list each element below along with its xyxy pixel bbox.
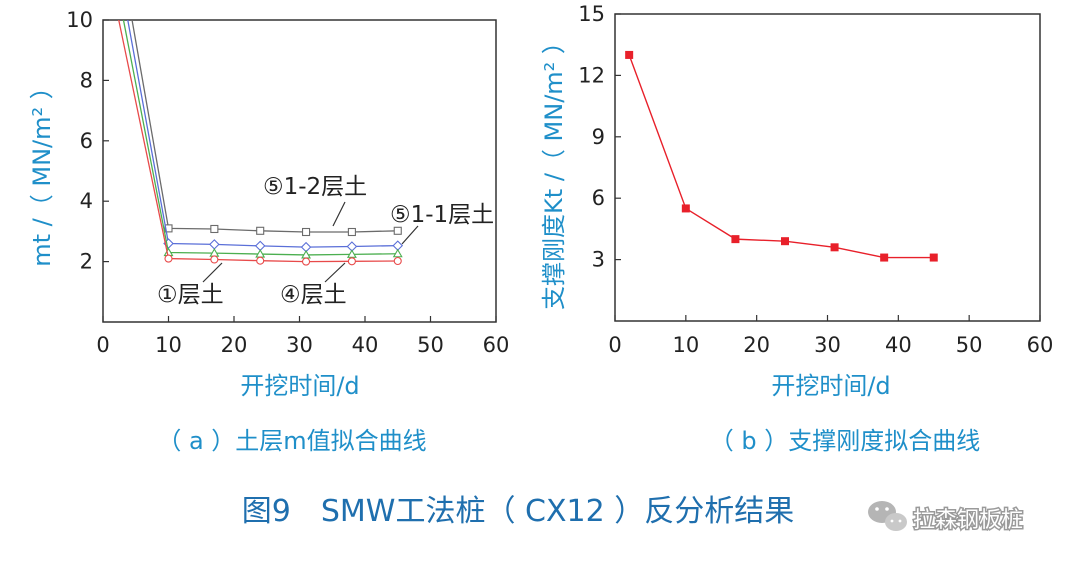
panel-a-point [392,248,403,258]
panel-a-point [256,226,265,235]
panel-b-xtick-label: 0 [608,333,621,357]
panel-b-xtick-label: 20 [743,333,770,357]
annotation-4: ④层土 [280,282,347,308]
panel-b-point [880,253,889,262]
panel-a-series-line [118,20,398,263]
panel-a-ylabel: mt /（ MN/m² ） [28,75,56,267]
panel-b-ytick-label: 9 [592,125,605,149]
panel-b-xtick-label: 10 [672,333,699,357]
annotation-4-leader [324,262,346,283]
panel-a-point [164,224,173,233]
panel-a-point [209,239,220,250]
panel-a-ytick-label: 6 [80,129,93,153]
annotation-5-1-1: ⑤1-1层土 [390,202,494,228]
panel-a-series [118,20,402,266]
annotation-1: ①层土 [157,282,224,308]
panel-b-xtick-label: 50 [956,333,983,357]
panel-a-point [210,255,219,264]
panel-a-ytick-label: 8 [80,68,93,92]
panel-b-series [625,50,938,262]
panel-b-xlabel: 开挖时间/d [771,372,890,400]
annotation-1-leader [202,262,223,283]
wechat-icon [868,501,907,531]
panel-a-point [301,257,311,266]
panel-b-series-line [628,54,934,259]
panel-a-chart: 0 10 20 30 40 50 60 2 4 6 8 10 ⑤1-2层土 ⑤1-1层土 ①层土 ④… [28,8,510,455]
panel-a-point [256,256,265,265]
panel-a-point [301,227,311,237]
panel-a-xtick-label: 50 [417,333,444,357]
panel-b-point [830,243,839,252]
panel-b-xtick-label: 60 [1027,333,1054,357]
panel-b-ytick-label: 12 [578,63,605,87]
panel-a-ytick-label: 2 [80,250,93,274]
annotation-5-1-1-leader [401,225,419,245]
watermark-text: 拉森钢板桩 [913,508,1023,533]
panel-a-xlabel: 开挖时间/d [240,372,359,400]
panel-b-xtick-label: 40 [885,333,912,357]
panel-a-point [393,256,402,266]
panel-a-caption: （ a ）土层m值拟合曲线 [157,427,426,455]
panel-b-point [625,50,634,59]
panel-a-frame [102,19,497,323]
panel-a-series-line [127,20,398,248]
watermark: 拉森钢板桩 [868,501,1025,535]
panel-b-xtick-label: 30 [814,333,841,357]
panel-a-xtick-label: 40 [352,333,379,357]
panel-a-xtick-label: 30 [286,333,313,357]
panel-a-point [210,224,219,234]
panel-b-point [781,237,789,246]
panel-b-point [929,253,938,262]
annotation-5-1-2: ⑤1-2层土 [263,174,367,200]
figure-title: 图9 SMW工法桩（ CX12 ）反分析结果 [242,494,794,529]
panel-a-point [347,257,356,266]
panel-b-ytick-label: 3 [592,248,605,272]
panel-b-chart: 0 10 20 30 40 50 60 3 6 9 12 15 开挖时间/d 支撑刚度Kt /（ M… [540,2,1053,455]
panel-b-ytick-label: 15 [578,2,605,26]
panel-a-ytick-label: 10 [66,8,93,32]
panel-a-point [393,226,402,235]
panel-a-series [131,20,402,237]
panel-b-ytick-label: 6 [592,186,605,210]
panel-b-point [731,235,740,244]
panel-a-series [127,20,404,253]
panel-b-ylabel: 支撑刚度Kt /（ MN/m² ） [540,30,568,310]
panel-a-xtick-label: 20 [221,333,248,357]
annotation-5-1-2-leader [332,201,346,227]
panel-a-ytick-label: 4 [80,189,93,213]
panel-a-point [164,254,173,263]
panel-b-frame [614,13,1041,322]
panel-a-xtick-label: 60 [483,333,510,357]
panel-b-caption: （ b ）支撑刚度拟合曲线 [710,427,981,455]
panel-a-point [347,227,356,237]
panel-a-xtick-label: 10 [155,333,182,357]
panel-a-xtick-label: 0 [96,333,109,357]
panel-b-point [681,204,690,213]
